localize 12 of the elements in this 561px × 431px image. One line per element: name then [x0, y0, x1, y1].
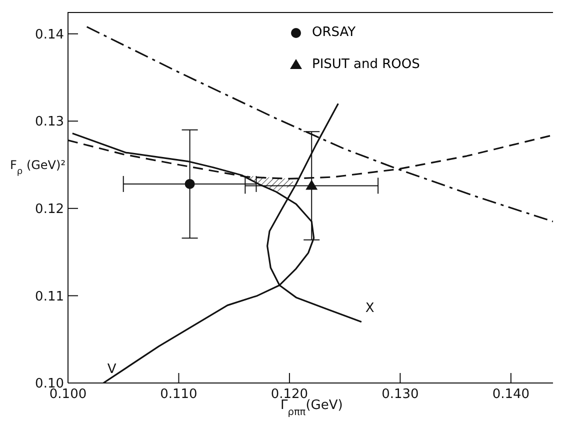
y-tick-label: 0.11: [35, 289, 64, 304]
x-tick-label: 0.140: [492, 387, 530, 402]
y-axis-title: F$_{ρ}$ (GeV)²: [10, 158, 66, 177]
x-tick-label: 0.110: [160, 387, 198, 402]
legend-label: ORSAY: [312, 24, 356, 40]
y-tick-label: 0.12: [35, 202, 64, 218]
y-tick-label: 0.14: [35, 27, 64, 42]
series-label: V: [107, 362, 116, 377]
legend-label: PISUT and ROOS: [312, 56, 420, 72]
y-tick-label: 0.13: [35, 114, 64, 130]
x-tick-label: 0.130: [382, 387, 419, 402]
series-label: X: [365, 300, 374, 316]
